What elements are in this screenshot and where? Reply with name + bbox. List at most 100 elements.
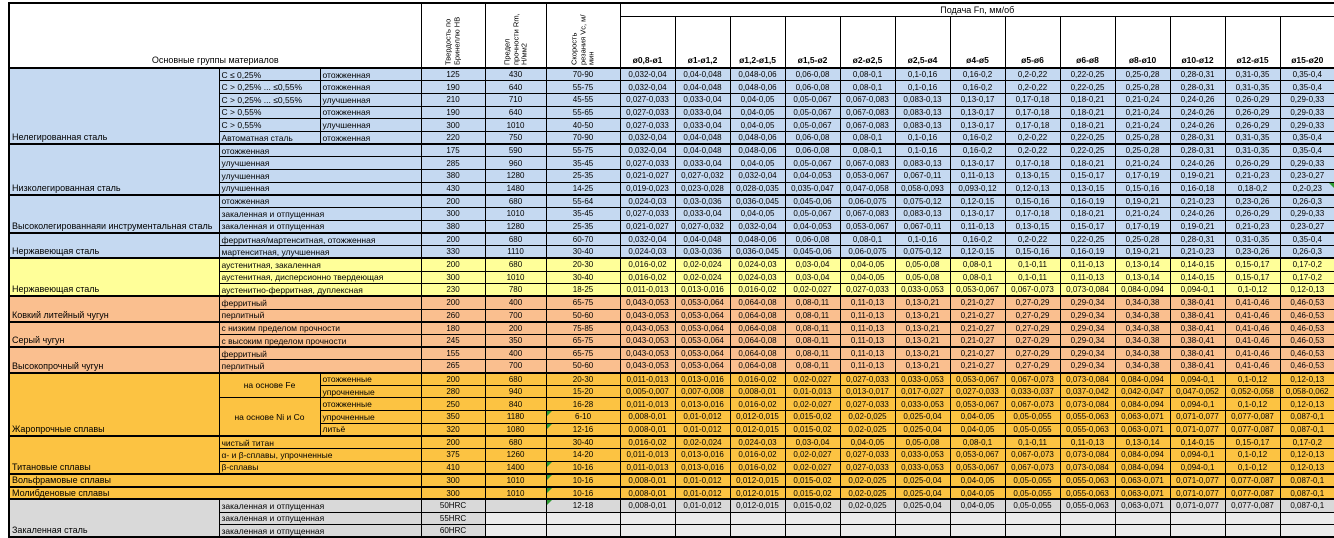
feed-cell[interactable]: 0,21-0,23 (1169, 193, 1226, 209)
feed-cell[interactable]: 0,21-0,24 (1114, 118, 1171, 132)
feed-cell[interactable]: 0,063-0,071 (1114, 473, 1171, 488)
feed-cell[interactable]: 0,21-0,27 (949, 295, 1006, 310)
feed-cell[interactable]: 0,15-0,16 (1114, 181, 1171, 196)
feed-cell[interactable]: 0,04-0,05 (949, 498, 1006, 513)
feed-cell[interactable]: 0,19-0,21 (1114, 193, 1171, 209)
state-cell[interactable]: ферритный (218, 346, 422, 361)
feed-cell[interactable]: 0,22-0,25 (1059, 231, 1116, 247)
feed-cell[interactable] (1169, 511, 1226, 526)
feed-cell[interactable]: 0,22-0,25 (1059, 67, 1116, 82)
speed-cell[interactable]: 18-25 (545, 283, 621, 297)
feed-cell[interactable]: 0,033-0,053 (894, 283, 951, 297)
feed-cell[interactable]: 0,27-0,29 (1004, 359, 1061, 373)
feed-cell[interactable]: 0,071-0,077 (1169, 473, 1226, 488)
feed-cell[interactable]: 0,26-0,29 (1224, 118, 1281, 132)
feed-cell[interactable]: 0,032-0,04 (619, 143, 676, 158)
hardness-cell[interactable]: 380 (420, 219, 486, 234)
feed-cell[interactable]: 0,008-0,01 (619, 498, 676, 513)
feed-cell[interactable]: 0,1-0,16 (894, 67, 951, 82)
feed-cell[interactable]: 0,22-0,25 (1059, 130, 1116, 145)
feed-cell[interactable]: 0,063-0,071 (1114, 485, 1171, 500)
hardness-cell[interactable]: 60HRC (420, 524, 486, 538)
feed-cell[interactable]: 0,29-0,34 (1059, 320, 1116, 335)
feed-cell[interactable]: 0,016-0,02 (729, 283, 786, 297)
feed-cell[interactable]: 0,02-0,025 (839, 473, 896, 488)
feed-cell[interactable]: 0,28-0,31 (1169, 231, 1226, 247)
hardness-cell[interactable]: 200 (420, 193, 486, 209)
feed-cell[interactable]: 0,027-0,033 (619, 92, 676, 107)
feed-cell[interactable]: 0,25-0,28 (1114, 231, 1171, 247)
feed-cell[interactable]: 0,03-0,036 (674, 245, 731, 259)
feed-cell[interactable]: 0,13-0,14 (1114, 270, 1171, 285)
feed-cell[interactable]: 0,13-0,14 (1114, 434, 1171, 450)
feed-cell[interactable]: 0,08-0,1 (949, 257, 1006, 272)
feed-cell[interactable]: 0,064-0,08 (729, 320, 786, 335)
state-cell[interactable]: аустенитная, закаленная (218, 257, 422, 272)
material-group-cell[interactable]: Ковкий литейный чугун (8, 295, 220, 323)
feed-cell[interactable]: 0,18-0,21 (1059, 207, 1116, 221)
feed-cell[interactable]: 0,35-0,4 (1279, 67, 1334, 82)
feed-cell[interactable]: 0,094-0,1 (1169, 397, 1226, 412)
feed-cell[interactable]: 0,21-0,27 (949, 308, 1006, 323)
feed-cell[interactable]: 0,077-0,087 (1224, 498, 1281, 513)
strength-cell[interactable]: 430 (484, 67, 547, 82)
feed-cell[interactable]: 0,067-0,083 (839, 105, 896, 120)
feed-cell[interactable]: 0,13-0,17 (949, 156, 1006, 170)
feed-cell[interactable]: 0,34-0,38 (1114, 346, 1171, 361)
feed-cell[interactable]: 0,043-0,053 (619, 295, 676, 310)
feed-cell[interactable]: 0,41-0,46 (1224, 359, 1281, 373)
hardness-cell[interactable]: 200 (420, 257, 486, 272)
feed-cell[interactable]: 0,012-0,015 (729, 473, 786, 488)
strength-cell[interactable]: 1010 (484, 207, 547, 221)
feed-cell[interactable]: 0,15-0,17 (1224, 434, 1281, 450)
feed-cell[interactable]: 0,05-0,08 (894, 270, 951, 285)
feed-cell[interactable] (1114, 511, 1171, 526)
feed-cell[interactable]: 0,06-0,075 (839, 193, 896, 209)
feed-cell[interactable]: 0,29-0,34 (1059, 308, 1116, 323)
speed-cell[interactable]: 25-35 (545, 219, 621, 234)
feed-cell[interactable]: 0,19-0,21 (1114, 245, 1171, 259)
strength-cell[interactable]: 1280 (484, 169, 547, 183)
hardness-cell[interactable]: 285 (420, 156, 486, 170)
feed-cell[interactable]: 0,048-0,06 (729, 231, 786, 247)
feed-cell[interactable]: 0,048-0,06 (729, 143, 786, 158)
feed-cell[interactable]: 0,084-0,094 (1114, 371, 1171, 386)
feed-cell[interactable]: 0,055-0,063 (1059, 422, 1116, 437)
feed-cell[interactable]: 0,29-0,34 (1059, 359, 1116, 373)
feed-cell[interactable]: 0,1-0,12 (1224, 448, 1281, 462)
feed-cell[interactable]: 0,2-0,22 (1004, 130, 1061, 145)
feed-cell[interactable]: 0,16-0,19 (1059, 193, 1116, 209)
feed-cell[interactable]: 0,033-0,053 (894, 371, 951, 386)
feed-cell[interactable]: 0,15-0,16 (1004, 193, 1061, 209)
feed-cell[interactable]: 0,012-0,015 (729, 422, 786, 437)
feed-cell[interactable]: 0,24-0,26 (1169, 156, 1226, 170)
feed-cell[interactable]: 0,26-0,3 (1279, 245, 1334, 259)
feed-cell[interactable]: 0,08-0,11 (784, 308, 841, 323)
feed-cell[interactable]: 0,22-0,25 (1059, 143, 1116, 158)
feed-cell[interactable]: 0,46-0,53 (1279, 295, 1334, 310)
feed-cell[interactable]: 0,02-0,025 (839, 410, 896, 424)
feed-cell[interactable]: 0,03-0,04 (784, 270, 841, 285)
feed-cell[interactable]: 0,067-0,11 (894, 169, 951, 183)
feed-cell[interactable]: 0,31-0,35 (1224, 130, 1281, 145)
speed-cell[interactable] (545, 511, 621, 526)
feed-cell[interactable]: 0,083-0,13 (894, 207, 951, 221)
feed-cell[interactable]: 0,21-0,23 (1169, 245, 1226, 259)
feed-cell[interactable]: 0,027-0,032 (674, 219, 731, 234)
feed-cell[interactable]: 0,087-0,1 (1279, 485, 1334, 500)
strength-cell[interactable]: 750 (484, 130, 547, 145)
hardness-cell[interactable]: 260 (420, 308, 486, 323)
speed-cell[interactable]: 65-75 (545, 333, 621, 348)
strength-cell[interactable] (484, 498, 547, 513)
diameter-header[interactable]: ø0,8-ø1 (619, 16, 676, 69)
feed-cell[interactable]: 0,067-0,11 (894, 219, 951, 234)
feed-cell[interactable]: 0,04-0,05 (729, 118, 786, 132)
feed-cell[interactable]: 0,02-0,027 (784, 283, 841, 297)
feed-cell[interactable]: 0,17-0,18 (1004, 156, 1061, 170)
feed-cell[interactable]: 0,11-0,13 (839, 308, 896, 323)
speed-cell[interactable]: 50-60 (545, 359, 621, 373)
hardness-cell[interactable]: 190 (420, 105, 486, 120)
feed-cell[interactable]: 0,08-0,11 (784, 320, 841, 335)
speed-cell[interactable]: 12-18 (545, 498, 621, 513)
strength-cell[interactable]: 200 (484, 320, 547, 335)
